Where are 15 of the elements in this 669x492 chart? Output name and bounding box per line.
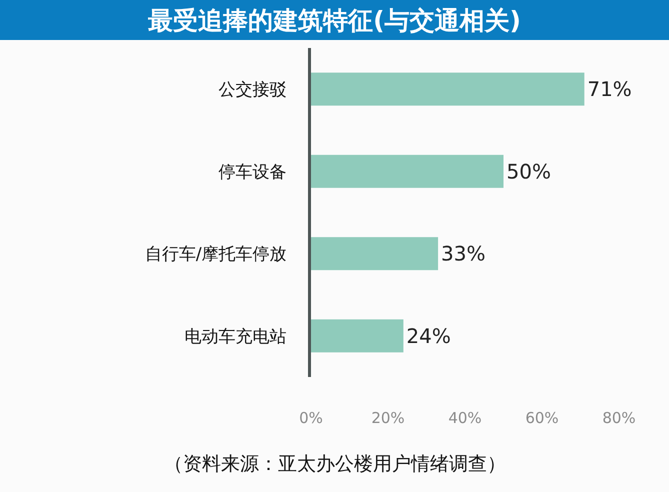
x-tick-label: 40% (448, 409, 482, 427)
data-label: 24% (406, 324, 451, 348)
x-tick-label: 80% (602, 409, 636, 427)
y-tick-label: 停车设备 (218, 162, 287, 182)
y-tick-label: 自行车/摩托车停放 (144, 244, 287, 265)
y-tick-label: 公交接驳 (218, 80, 287, 100)
data-label: 50% (506, 159, 551, 184)
data-label: 33% (441, 242, 486, 266)
chart-title: 最受追捧的建筑特征(与交通相关) (147, 6, 521, 35)
x-tick-label: 20% (371, 409, 405, 427)
data-label: 71% (587, 77, 632, 102)
text: （资料来源：亚太办公楼用户情绪调查） (164, 453, 506, 475)
y-tick-label: 电动车充电站 (184, 326, 287, 347)
x-tick-label: 0% (299, 409, 323, 427)
x-tick-label: 60% (525, 409, 559, 427)
